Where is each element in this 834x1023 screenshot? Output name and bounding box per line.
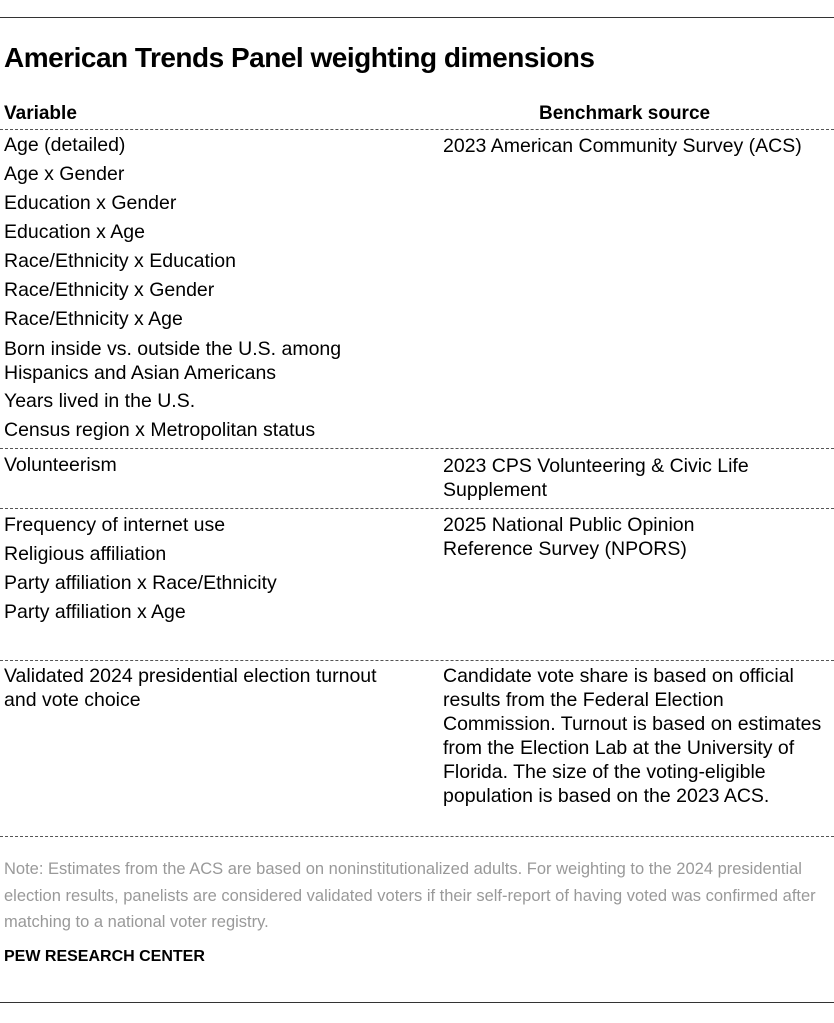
top-rule: [0, 17, 834, 18]
header-divider: [0, 129, 834, 130]
variable: Education x Gender: [4, 192, 177, 214]
group1-source: 2023 American Community Survey (ACS): [443, 135, 802, 157]
variable: Education x Age: [4, 221, 145, 243]
group3-variables: Frequency of internet use Religious affi…: [4, 511, 277, 627]
page-title: American Trends Panel weighting dimensio…: [4, 42, 595, 73]
divider: [0, 660, 834, 661]
group4-source: Candidate vote share is based on officia…: [443, 665, 822, 807]
variable: Party affiliation x Age: [4, 601, 186, 623]
group4-variables: Validated 2024 presidential election tur…: [4, 664, 394, 712]
group2-variables: Volunteerism: [4, 451, 117, 480]
header-benchmark: Benchmark source: [539, 103, 711, 124]
variable: Race/Ethnicity x Gender: [4, 279, 215, 301]
variable: Race/Ethnicity x Age: [4, 308, 183, 330]
variable: Born inside vs. outside the U.S. among H…: [4, 338, 342, 384]
divider: [0, 508, 834, 509]
bottom-rule: [0, 1002, 834, 1003]
variable: Age x Gender: [4, 163, 125, 185]
variable: Party affiliation x Race/Ethnicity: [4, 572, 277, 594]
group1-variables: Age (detailed) Age x Gender Education x …: [4, 131, 404, 445]
header-variable: Variable: [4, 103, 77, 124]
variable: Age (detailed): [4, 134, 126, 156]
source-label: PEW RESEARCH CENTER: [4, 948, 205, 965]
divider: [0, 836, 834, 837]
variable: Volunteerism: [4, 454, 117, 476]
divider: [0, 448, 834, 449]
group3-source: 2025 National Public Opinion Reference S…: [443, 514, 695, 560]
footnote: Note: Estimates from the ACS are based o…: [4, 860, 816, 931]
variable: Validated 2024 presidential election tur…: [4, 665, 377, 711]
variable: Years lived in the U.S.: [4, 390, 196, 412]
variable: Religious affiliation: [4, 543, 167, 565]
variable: Race/Ethnicity x Education: [4, 250, 236, 272]
variable: Census region x Metropolitan status: [4, 419, 316, 441]
variable: Frequency of internet use: [4, 514, 226, 536]
group2-source: 2023 CPS Volunteering & Civic Life Suppl…: [443, 455, 749, 501]
